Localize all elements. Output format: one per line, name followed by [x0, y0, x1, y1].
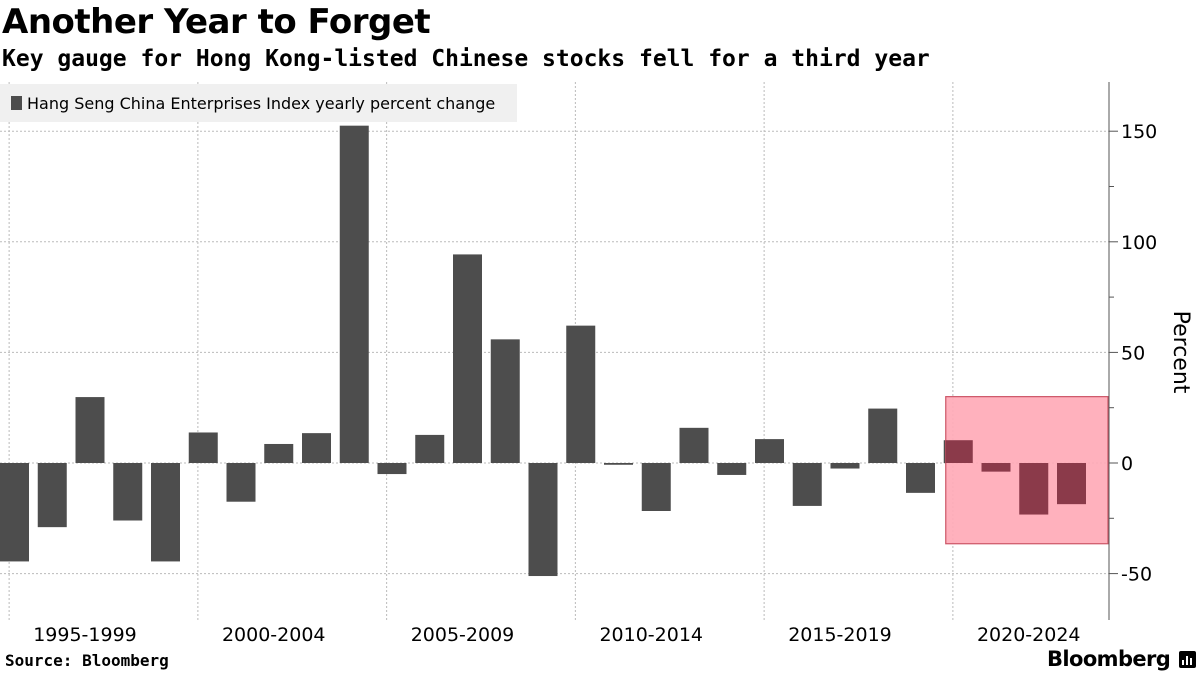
- bar-2017: [830, 463, 860, 469]
- highlighted-bar-2022: [1019, 463, 1049, 515]
- y-tick-label: 100: [1121, 232, 1157, 254]
- x-axis-labels: 1995-1999 2000-2004 2005-2009 2010-2014 2015…: [33, 624, 1080, 646]
- y-axis-label: Percent: [1168, 311, 1193, 394]
- bar-2002: [264, 443, 294, 463]
- source-note: Source: Bloomberg: [5, 651, 169, 670]
- bar-2009: [528, 463, 558, 577]
- bar-2011: [604, 463, 633, 465]
- bar-2008: [490, 339, 520, 463]
- bar-chart-icon: [1179, 651, 1196, 668]
- bars: [0, 125, 1086, 577]
- x-group-label: 2015-2019: [788, 624, 892, 646]
- chart-subtitle: Key gauge for Hong Kong-listed Chinese s…: [2, 46, 930, 72]
- bar-1999: [151, 463, 180, 562]
- y-tick-label: -50: [1121, 564, 1152, 586]
- bar-2015: [755, 439, 784, 463]
- bar-2012: [641, 463, 671, 512]
- highlight-layer: [945, 396, 1109, 545]
- y-tick-label: 150: [1121, 121, 1157, 143]
- y-tick-label: 50: [1121, 342, 1145, 364]
- highlighted-bar-2021: [981, 463, 1011, 472]
- highlighted-bar-2023: [1057, 463, 1086, 505]
- bar-2001: [226, 463, 256, 502]
- highlighted-bar-2020: [945, 440, 973, 463]
- bar-2010: [566, 325, 596, 463]
- brand-logo: Bloomberg: [1047, 647, 1171, 671]
- bar-2007: [453, 254, 482, 463]
- legend: Hang Seng China Enterprises Index yearly…: [0, 84, 517, 122]
- bar-2000: [188, 432, 218, 463]
- bar-1996: [37, 463, 67, 528]
- x-group-label: 2000-2004: [222, 624, 326, 646]
- bar-2004: [339, 125, 369, 464]
- bar-1998: [113, 463, 143, 521]
- x-group-label: 2020-2024: [977, 624, 1081, 646]
- y-axis: 150 100 50 0 -50: [1108, 82, 1157, 620]
- bar-2006: [415, 434, 445, 463]
- bar-2014: [717, 463, 747, 475]
- legend-background: [0, 84, 517, 122]
- x-group-label: 2005-2009: [411, 624, 515, 646]
- bar-2003: [302, 433, 331, 463]
- x-group-label: 2010-2014: [599, 624, 703, 646]
- x-group-label: 1995-1999: [33, 624, 137, 646]
- legend-swatch: [11, 96, 22, 110]
- bar-2013: [679, 427, 709, 463]
- legend-label: Hang Seng China Enterprises Index yearly…: [27, 94, 495, 113]
- bar-2016: [792, 463, 822, 506]
- chart-title: Another Year to Forget: [2, 2, 431, 42]
- y-tick-label: 0: [1121, 453, 1133, 475]
- bar-2005: [377, 463, 407, 475]
- bar-1995: [0, 463, 29, 562]
- bar-1997: [75, 397, 105, 463]
- bar-2018: [868, 408, 898, 463]
- bar-2019: [906, 463, 935, 493]
